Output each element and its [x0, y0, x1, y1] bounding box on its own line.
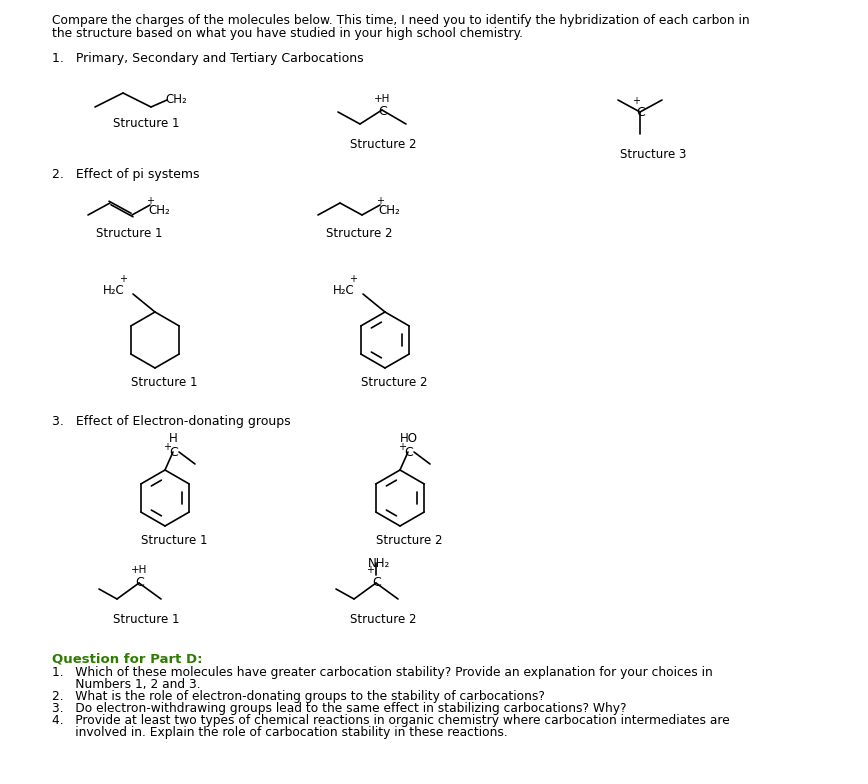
Text: Structure 2: Structure 2 [350, 138, 417, 151]
Text: H₂C: H₂C [103, 284, 125, 297]
Text: +: + [119, 274, 127, 284]
Text: +: + [398, 442, 406, 452]
Text: +: + [376, 196, 384, 206]
Text: 3.   Effect of Electron-donating groups: 3. Effect of Electron-donating groups [52, 415, 291, 428]
Text: 1.   Primary, Secondary and Tertiary Carbocations: 1. Primary, Secondary and Tertiary Carbo… [52, 52, 364, 65]
Text: C: C [404, 446, 413, 459]
Text: C: C [378, 105, 387, 118]
Text: C: C [372, 576, 381, 589]
Text: +H: +H [131, 565, 148, 575]
Text: C: C [169, 446, 178, 459]
Text: NH₂: NH₂ [368, 557, 391, 570]
Text: HO: HO [400, 432, 418, 445]
Text: +: + [366, 565, 374, 575]
Text: Compare the charges of the molecules below. This time, I need you to identify th: Compare the charges of the molecules bel… [52, 14, 750, 27]
Text: C: C [135, 576, 144, 589]
Text: +: + [163, 442, 171, 452]
Text: 3.   Do electron-withdrawing groups lead to the same effect in stabilizing carbo: 3. Do electron-withdrawing groups lead t… [52, 702, 627, 715]
Text: CH₂: CH₂ [165, 93, 187, 106]
Text: Structure 1: Structure 1 [113, 117, 180, 130]
Text: Structure 2: Structure 2 [376, 534, 443, 547]
Text: Structure 3: Structure 3 [620, 148, 687, 161]
Text: 4.   Provide at least two types of chemical reactions in organic chemistry where: 4. Provide at least two types of chemica… [52, 714, 730, 727]
Text: Structure 1: Structure 1 [96, 227, 162, 240]
Text: C: C [636, 106, 645, 119]
Text: +: + [349, 274, 357, 284]
Text: Structure 1: Structure 1 [141, 534, 207, 547]
Text: CH₂: CH₂ [378, 204, 400, 217]
Text: H: H [169, 432, 178, 445]
Text: Numbers 1, 2 and 3.: Numbers 1, 2 and 3. [52, 678, 201, 691]
Text: 2.   What is the role of electron-donating groups to the stability of carbocatio: 2. What is the role of electron-donating… [52, 690, 545, 703]
Text: +: + [146, 196, 154, 206]
Text: Structure 2: Structure 2 [361, 376, 428, 389]
Text: CH₂: CH₂ [148, 204, 170, 217]
Text: Structure 1: Structure 1 [113, 613, 180, 626]
Text: Question for Part D:: Question for Part D: [52, 652, 202, 665]
Text: Structure 2: Structure 2 [326, 227, 392, 240]
Text: +: + [632, 96, 640, 106]
Text: the structure based on what you have studied in your high school chemistry.: the structure based on what you have stu… [52, 27, 523, 40]
Text: 1.   Which of these molecules have greater carbocation stability? Provide an exp: 1. Which of these molecules have greater… [52, 666, 713, 679]
Text: Structure 1: Structure 1 [131, 376, 198, 389]
Text: Structure 2: Structure 2 [350, 613, 417, 626]
Text: +H: +H [374, 94, 391, 104]
Text: involved in. Explain the role of carbocation stability in these reactions.: involved in. Explain the role of carboca… [52, 726, 508, 739]
Text: H₂C: H₂C [333, 284, 355, 297]
Text: 2.   Effect of pi systems: 2. Effect of pi systems [52, 168, 200, 181]
